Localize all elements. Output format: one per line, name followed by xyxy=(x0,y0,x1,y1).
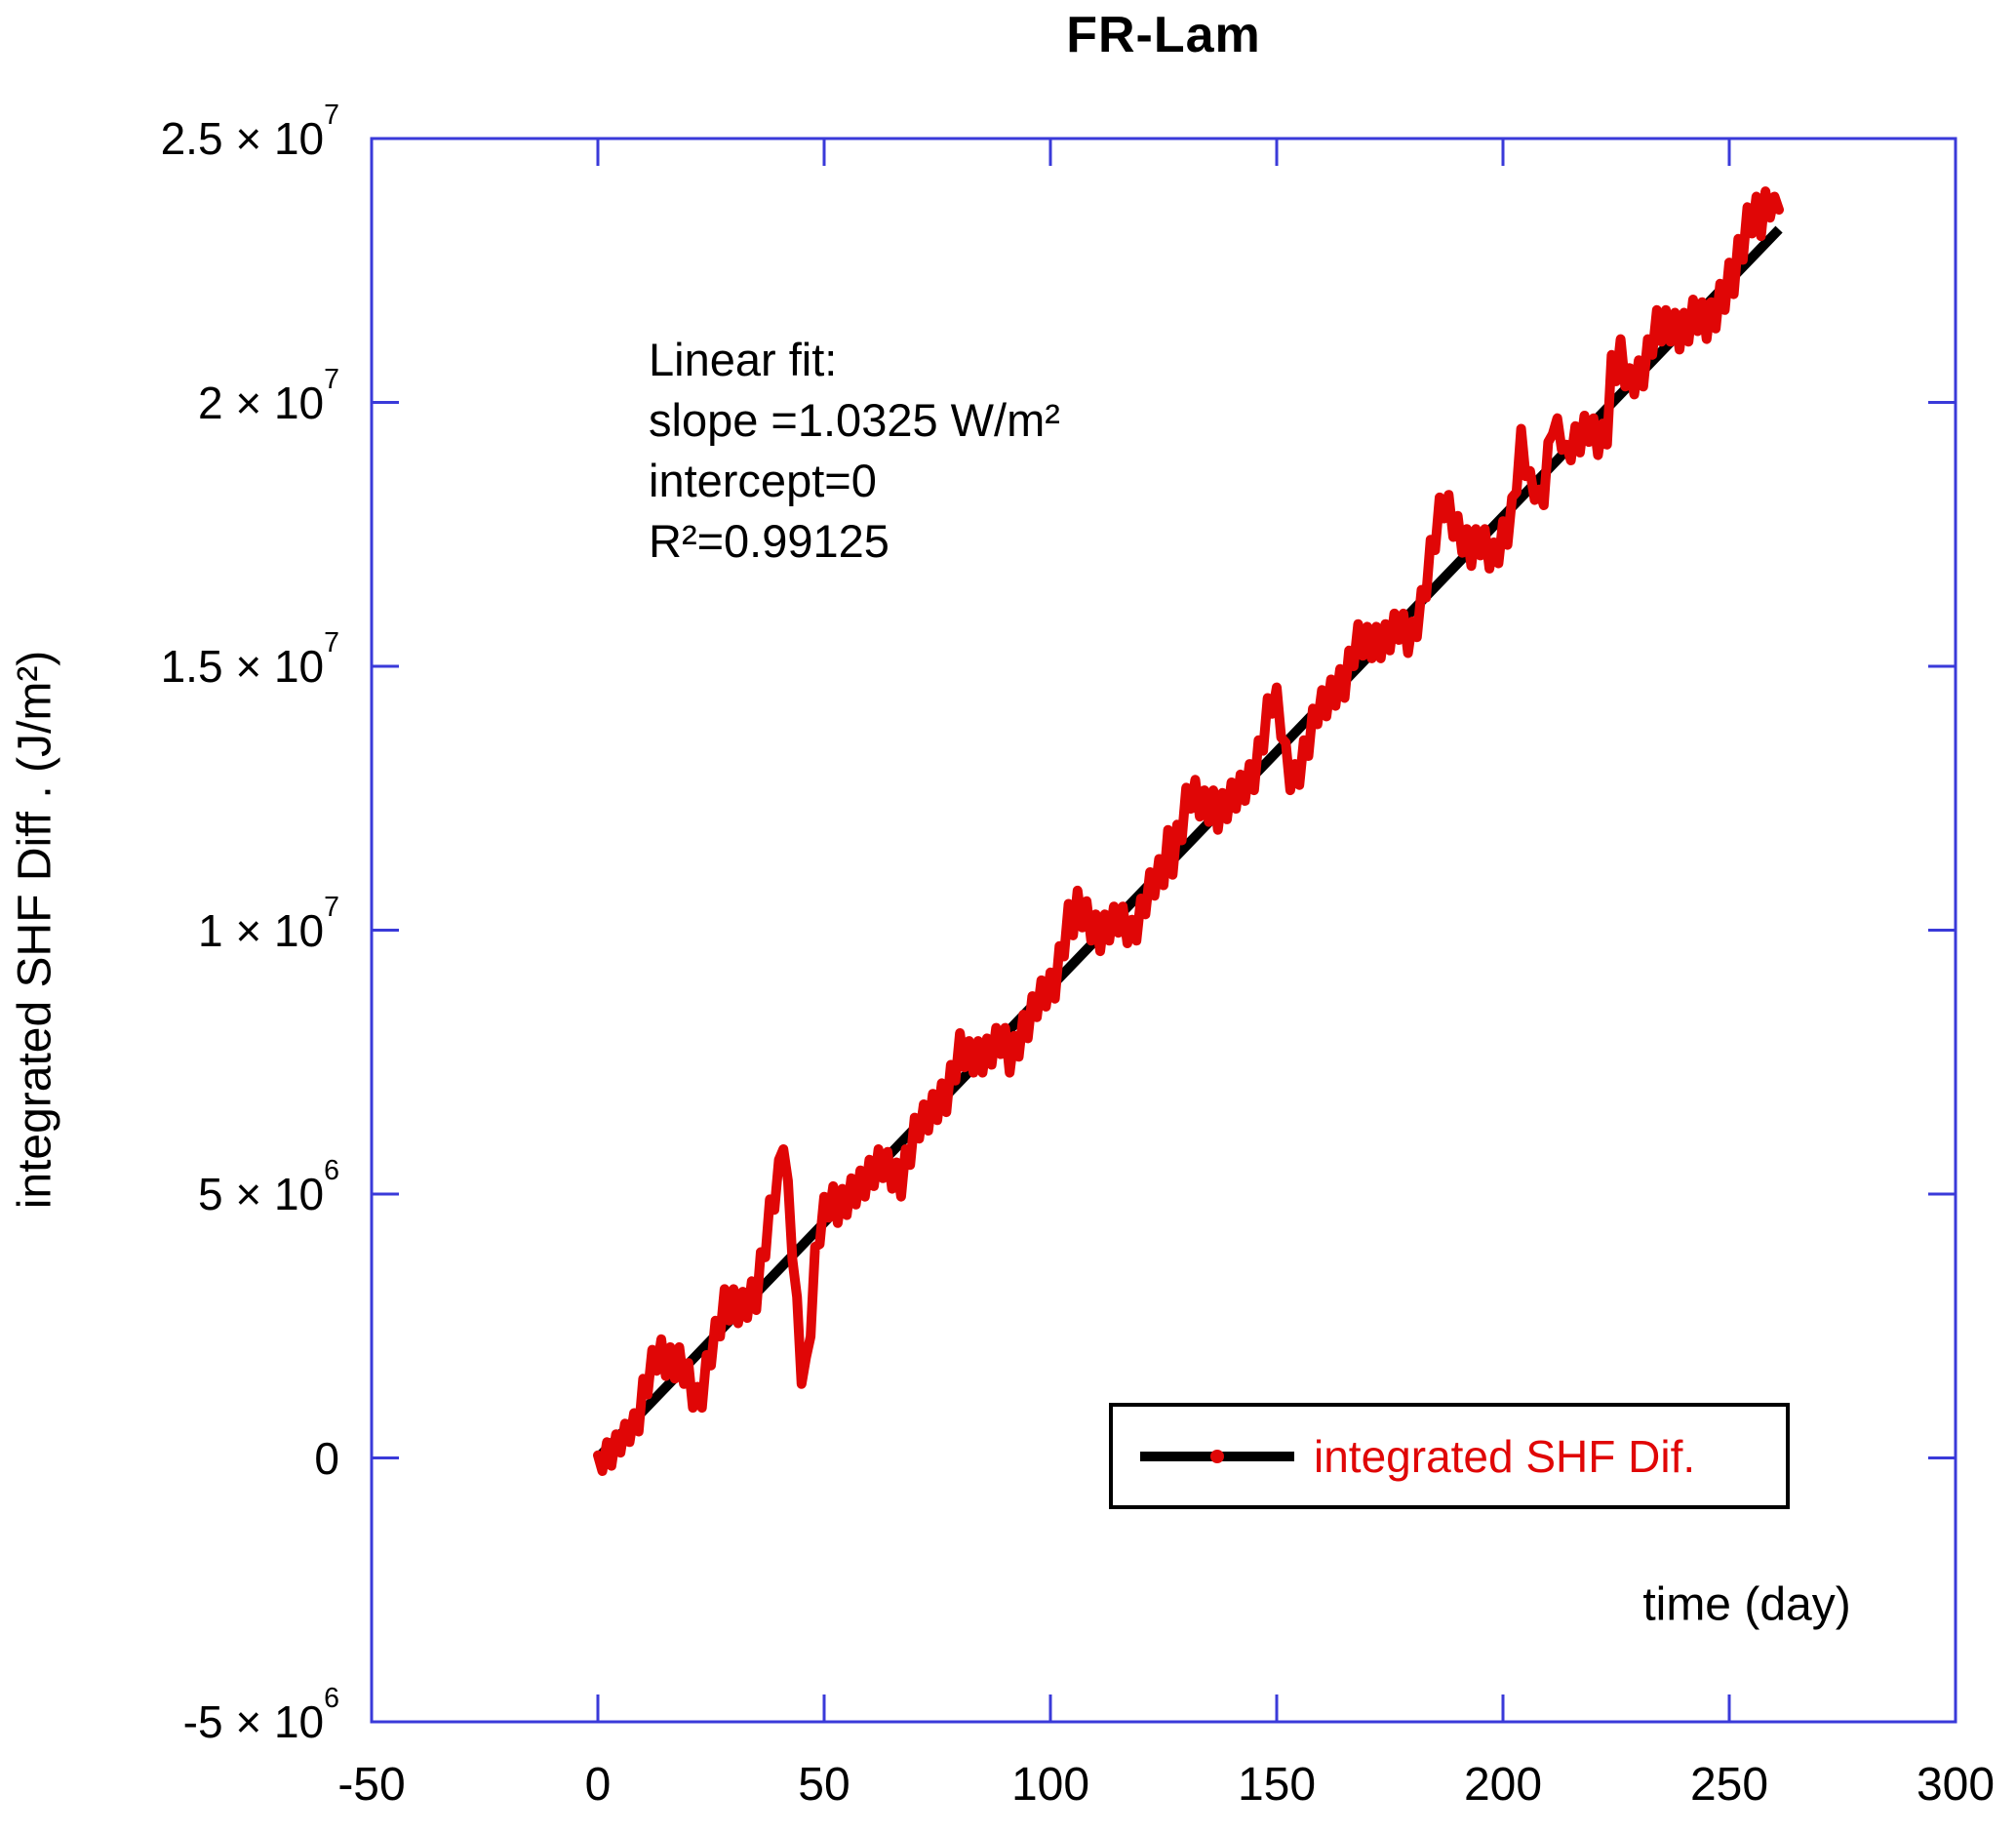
x-tick-label: 50 xyxy=(798,1759,850,1811)
chart-title: FR-Lam xyxy=(1066,7,1261,63)
y-tick-exponent: 6 xyxy=(324,1155,339,1187)
y-tick-label: 2.5 × 107 xyxy=(160,100,339,164)
x-tick-label: 250 xyxy=(1689,1759,1769,1811)
x-tick-label: 100 xyxy=(1010,1759,1090,1811)
data-line-group xyxy=(593,186,1784,1476)
fit-annotation-line-2: slope =1.0325 W/m² xyxy=(649,394,1060,446)
fit-annotation-line-3: intercept=0 xyxy=(649,455,877,506)
x-tick-label: 0 xyxy=(584,1759,612,1811)
fit-annotation: Linear fit: slope =1.0325 W/m² intercept… xyxy=(649,330,1060,572)
y-tick-label: 0 xyxy=(314,1432,339,1484)
x-tick-label: -50 xyxy=(337,1759,406,1811)
x-tick-label: 300 xyxy=(1916,1759,1996,1811)
y-axis-label: integrated SHF Diff . (J/m²) xyxy=(9,650,61,1210)
x-tick-label: 200 xyxy=(1463,1759,1543,1811)
y-tick-label: 2 × 107 xyxy=(197,363,339,428)
y-tick-label: 1.5 × 107 xyxy=(160,627,339,692)
y-tick-exponent: 6 xyxy=(324,1683,339,1715)
axis-ticks-group xyxy=(370,137,1957,1724)
data-line xyxy=(593,186,1784,1476)
y-tick-exponent: 7 xyxy=(324,363,339,395)
y-tick-label: 1 × 107 xyxy=(197,891,339,956)
fit-annotation-line-4: R²=0.99125 xyxy=(649,515,889,567)
legend-marker-dot xyxy=(1210,1449,1224,1463)
y-tick-exponent: 7 xyxy=(324,891,339,923)
legend-label: integrated SHF Dif. xyxy=(1314,1430,1696,1482)
y-tick-exponent: 7 xyxy=(324,100,339,132)
x-axis-label: time (day) xyxy=(1642,1578,1851,1631)
y-tick-label: 5 × 106 xyxy=(197,1155,339,1219)
y-tick-label: -5 × 106 xyxy=(182,1683,339,1747)
y-tick-exponent: 7 xyxy=(324,627,339,659)
legend-line-sample xyxy=(1140,1449,1294,1463)
x-tick-label: 150 xyxy=(1237,1759,1317,1811)
legend: integrated SHF Dif. xyxy=(1109,1403,1790,1509)
fit-annotation-line-1: Linear fit: xyxy=(649,334,838,385)
